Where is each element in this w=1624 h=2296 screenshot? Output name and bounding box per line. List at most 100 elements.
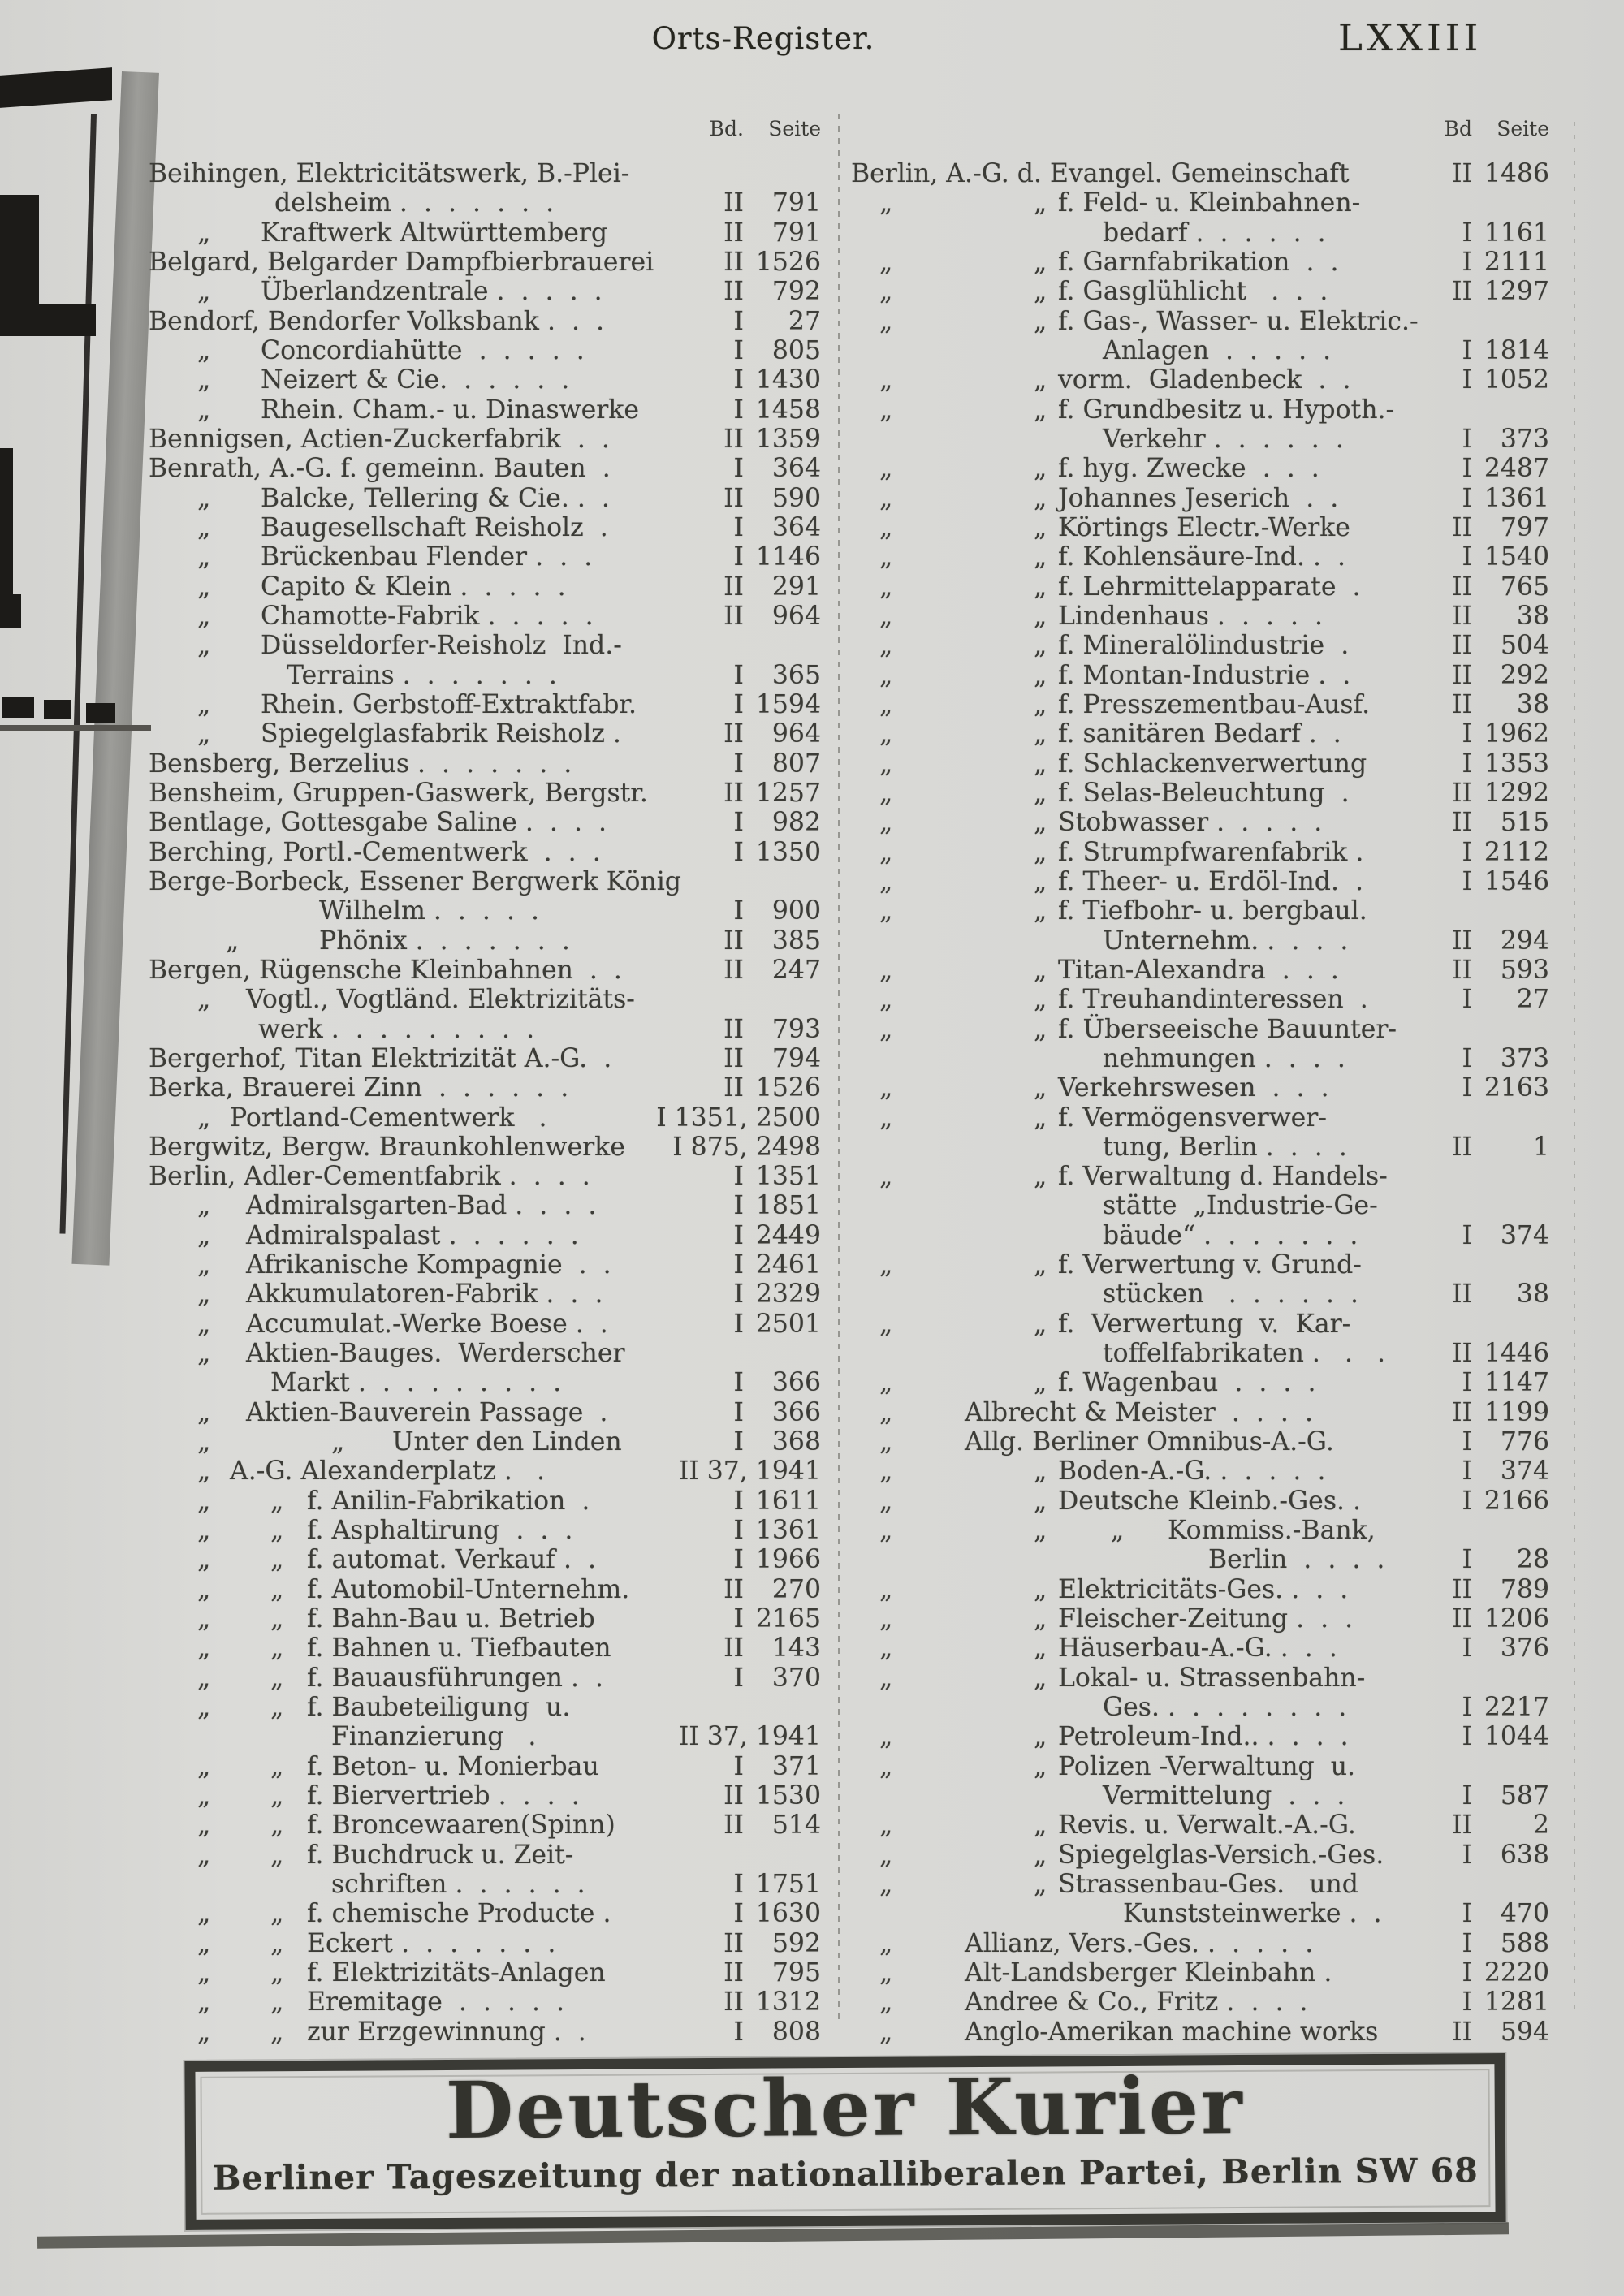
entry-text: „ [1034, 306, 1047, 336]
entry-text: f. chemische Producte . [307, 1899, 611, 1929]
entry-text: „ [197, 1220, 211, 1250]
entry-text: Strassenbau-Ges. und [1058, 1870, 1358, 1900]
entry-text: „ [226, 926, 240, 956]
entry-text: „ [197, 218, 211, 248]
page-reference: 982 [771, 808, 821, 838]
entry-text: „ [197, 601, 211, 631]
entry-text: Revis. u. Verwalt.-A.-G. [1058, 1810, 1356, 1841]
page-column-label: Seite [1497, 117, 1549, 140]
register-line: „ „ f. Automobil-Unternehm. II 270 [149, 1575, 821, 1604]
page-reference: 791 [771, 218, 821, 248]
register-line: Berlin, Adler-Cementfabrik . . . . I 1351 [149, 1162, 821, 1191]
entry-text: f. Beton- u. Monierbau [307, 1751, 599, 1781]
entry-text: „ [879, 483, 893, 513]
band-number: I [733, 1368, 744, 1398]
entry-text: „ [879, 808, 893, 838]
entry-text: „ [270, 1545, 284, 1575]
register-line: Bentlage, Gottesgabe Saline . . . . I 982 [149, 808, 821, 837]
entry-text: Capito & Klein . . . . . [261, 572, 566, 602]
entry-text: „ [270, 1810, 284, 1841]
entry-text: Beihingen, Elektricitätswerk, B.-Plei- [149, 159, 630, 188]
right-margin-rule [1574, 122, 1575, 2013]
entry-text: „ [197, 483, 211, 513]
band-number: I [733, 1280, 744, 1310]
entry-text: Kunststeinwerke . . [1123, 1899, 1382, 1929]
page-reference: 38 [1516, 689, 1549, 719]
entry-text: stücken . . . . . . [1103, 1280, 1359, 1310]
entry-text: „ [1034, 1751, 1047, 1781]
register-line: stätte „Industrie-Ge- [851, 1191, 1549, 1220]
page-reference: 1292 [1484, 778, 1549, 808]
register-line: werk . . . . . . . . . II 793 [149, 1015, 821, 1044]
entry-text: „ [1034, 1250, 1047, 1280]
entry-text: „ [1034, 1103, 1047, 1133]
band-number: I [1462, 1368, 1472, 1398]
entry-text: delsheim . . . . . . . [274, 188, 555, 218]
entry-text: „ [1034, 1574, 1047, 1604]
entry-text: Vermittelung . . . [1103, 1781, 1345, 1811]
entry-text: Spiegelglasfabrik Reisholz . [261, 719, 621, 749]
entry-text: „ [1034, 1722, 1047, 1752]
entry-text: nehmungen . . . . [1103, 1043, 1345, 1073]
band-number: I [733, 542, 744, 572]
entry-text: Allg. Berliner Omnibus-A.-G. [965, 1427, 1334, 1457]
register-line: „ „ Boden-A.-G. . . . . . I 374 [851, 1457, 1549, 1486]
band-number: II [1452, 1280, 1472, 1310]
band-number: II [723, 1014, 744, 1044]
register-line: „ Akkumulatoren-Fabrik . . . I 2329 [149, 1280, 821, 1309]
entry-text: „ [879, 601, 893, 631]
band-number: I [1462, 483, 1472, 513]
band-number: II [1452, 1604, 1472, 1634]
register-line: „ „ f. Verwertung v. Grund- [851, 1250, 1549, 1280]
register-line: „ Concordiahütte . . . . . I 805 [149, 336, 821, 365]
page-reference: 1540 [1484, 542, 1549, 572]
entry-text: „ [879, 1073, 893, 1103]
entry-text: „ [879, 1427, 893, 1457]
page-reference: 1430 [755, 365, 821, 395]
entry-text: „ [270, 1486, 284, 1516]
page-reference: II 37, 1941 [678, 1457, 821, 1487]
page-reference: 247 [771, 955, 821, 985]
entry-text: Admiralspalast . . . . . . [246, 1220, 579, 1250]
page-reference: 808 [771, 2017, 821, 2047]
entry-text: f. Feld- u. Kleinbahnen- [1058, 188, 1361, 218]
page-reference: 590 [771, 483, 821, 513]
entry-text: Markt . . . . . . . . . [270, 1368, 562, 1398]
register-line: „ „ f. Tiefbohr- u. bergbaul. [851, 896, 1549, 926]
page-reference: 638 [1500, 1840, 1549, 1870]
band-number: I [1462, 1693, 1472, 1723]
register-line: „ „ Unter den Linden I 368 [149, 1427, 821, 1457]
register-line: tung, Berlin . . . . II 1 [851, 1133, 1549, 1162]
entry-text: „ [1034, 512, 1047, 542]
band-number: I [733, 1870, 744, 1900]
entry-text: „ [1034, 660, 1047, 690]
band-number: I [733, 1516, 744, 1546]
entry-text: „ [1034, 188, 1047, 218]
page-reference: 1526 [755, 1073, 821, 1103]
entry-text: „ [1034, 1486, 1047, 1516]
entry-text: f. Elektrizitäts-Anlagen [307, 1958, 606, 1988]
band-number: II [723, 572, 744, 602]
register-line: „ Spiegelglasfabrik Reisholz . II 964 [149, 719, 821, 749]
entry-text: Johannes Jeserich . . [1058, 483, 1339, 513]
band-number: I [1462, 1840, 1472, 1870]
register-line: „ „ Polizen -Verwaltung u. [851, 1752, 1549, 1781]
entry-text: Lokal- u. Strassenbahn- [1058, 1663, 1366, 1693]
page-reference: 1851 [755, 1191, 821, 1221]
entry-text: „ [879, 778, 893, 808]
register-line: Beihingen, Elektricitätswerk, B.-Plei- [149, 159, 821, 188]
entry-text: „ [197, 1486, 211, 1516]
entry-text: „ [1034, 749, 1047, 779]
page-reference: 364 [771, 454, 821, 484]
register-line: „ „ f. Wagenbau . . . . I 1147 [851, 1368, 1549, 1397]
entry-text: „ [879, 1250, 893, 1280]
register-line: „ „ Deutsche Kleinb.-Ges. . I 2166 [851, 1487, 1549, 1516]
entry-text: tung, Berlin . . . . [1103, 1132, 1347, 1162]
entry-text: Häuserbau-A.-G. . . . [1058, 1634, 1337, 1664]
page-reference: 793 [771, 1014, 821, 1044]
band-number: II [723, 247, 744, 277]
band-number: II [1452, 1132, 1472, 1162]
entry-text: Allianz, Vers.-Ges. . . . . . [965, 1928, 1314, 1958]
register-line: „ „ f. Theer- u. Erdöl-Ind. . I 1546 [851, 867, 1549, 896]
